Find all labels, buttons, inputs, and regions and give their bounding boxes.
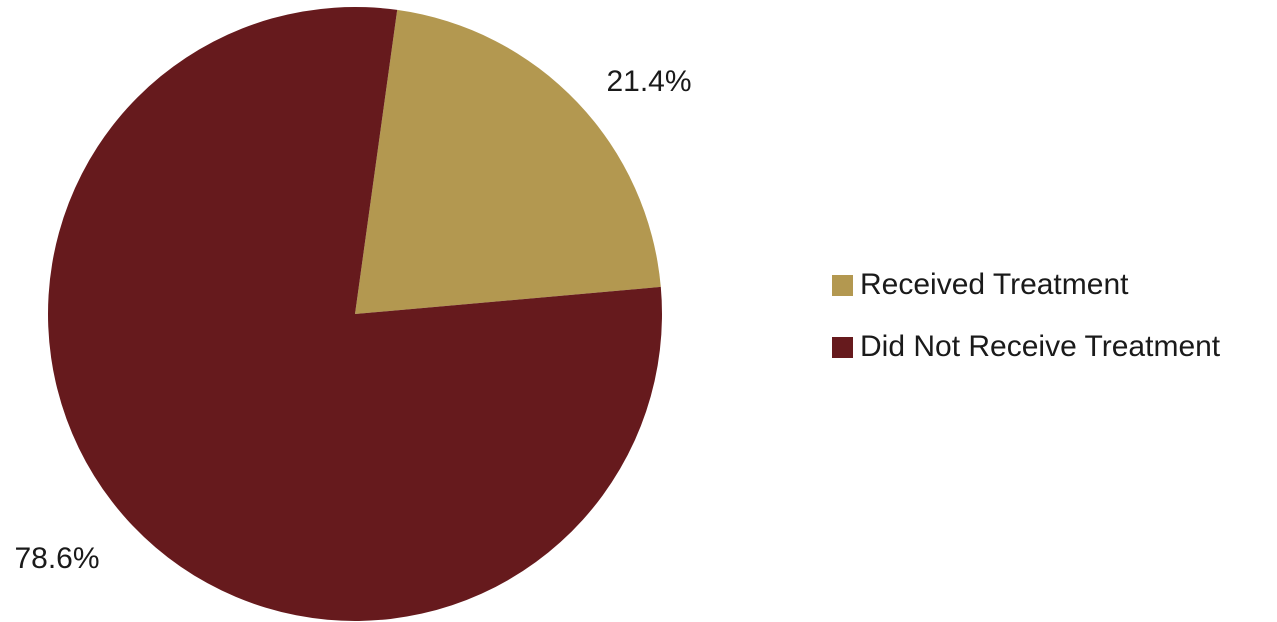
pie-slices — [47, 6, 662, 621]
chart-legend: Received Treatment Did Not Receive Treat… — [832, 266, 1220, 390]
pie-data-labels: 21.4% 78.6% — [14, 65, 691, 575]
legend-label-received-treatment: Received Treatment — [860, 268, 1129, 301]
pie-slice-received-treatment — [355, 9, 661, 314]
data-label-received-treatment: 21.4% — [606, 65, 691, 98]
legend-item-received-treatment: Received Treatment — [832, 266, 1220, 304]
legend-swatch-did-not-receive-treatment — [832, 336, 853, 358]
pie-slice-did-not-receive-treatment — [47, 6, 662, 621]
legend-label-did-not-receive-treatment: Did Not Receive Treatment — [860, 330, 1221, 363]
legend-item-did-not-receive-treatment: Did Not Receive Treatment — [832, 328, 1220, 366]
legend-swatch-received-treatment — [832, 274, 853, 296]
data-label-did-not-receive-treatment: 78.6% — [14, 542, 99, 575]
